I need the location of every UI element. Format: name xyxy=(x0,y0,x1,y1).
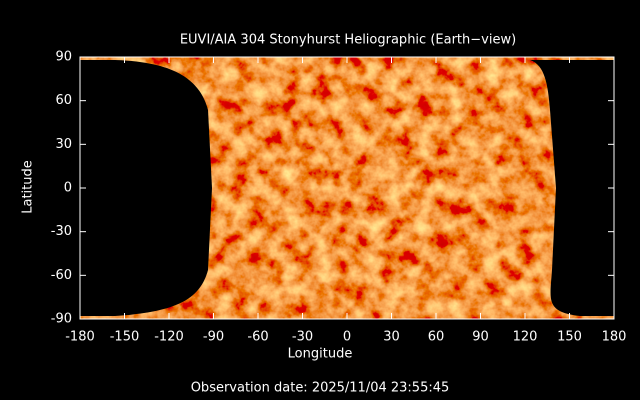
y-tick-label: 90 xyxy=(55,50,72,65)
x-axis-label: Longitude xyxy=(288,347,353,362)
y-tick-label: 60 xyxy=(55,93,72,108)
x-tick-label: 30 xyxy=(383,330,400,345)
x-tick-label: -60 xyxy=(247,330,268,345)
x-tick-label: -180 xyxy=(65,330,95,345)
x-tick-label: 180 xyxy=(602,330,627,345)
x-tick-label: -30 xyxy=(292,330,313,345)
y-tick-label: 30 xyxy=(55,137,72,152)
solar-map xyxy=(80,57,614,319)
x-tick-label: -150 xyxy=(110,330,140,345)
y-tick-label: -90 xyxy=(51,312,72,327)
y-tick-label: -30 xyxy=(51,224,72,239)
chart-title: EUVI/AIA 304 Stonyhurst Heliographic (Ea… xyxy=(180,33,516,48)
y-axis-label: Latitude xyxy=(21,160,36,214)
footer: Observation date: 2025/11/04 23:55:45 xyxy=(191,381,450,396)
x-tick-label: 60 xyxy=(428,330,445,345)
y-tick-label: -60 xyxy=(51,268,72,283)
x-tick-label: -120 xyxy=(154,330,184,345)
x-tick-label: -90 xyxy=(203,330,224,345)
x-tick-label: 90 xyxy=(472,330,489,345)
x-tick-label: 0 xyxy=(343,330,351,345)
x-tick-label: 150 xyxy=(557,330,582,345)
x-tick-label: 120 xyxy=(513,330,538,345)
y-tick-label: 0 xyxy=(64,181,72,196)
